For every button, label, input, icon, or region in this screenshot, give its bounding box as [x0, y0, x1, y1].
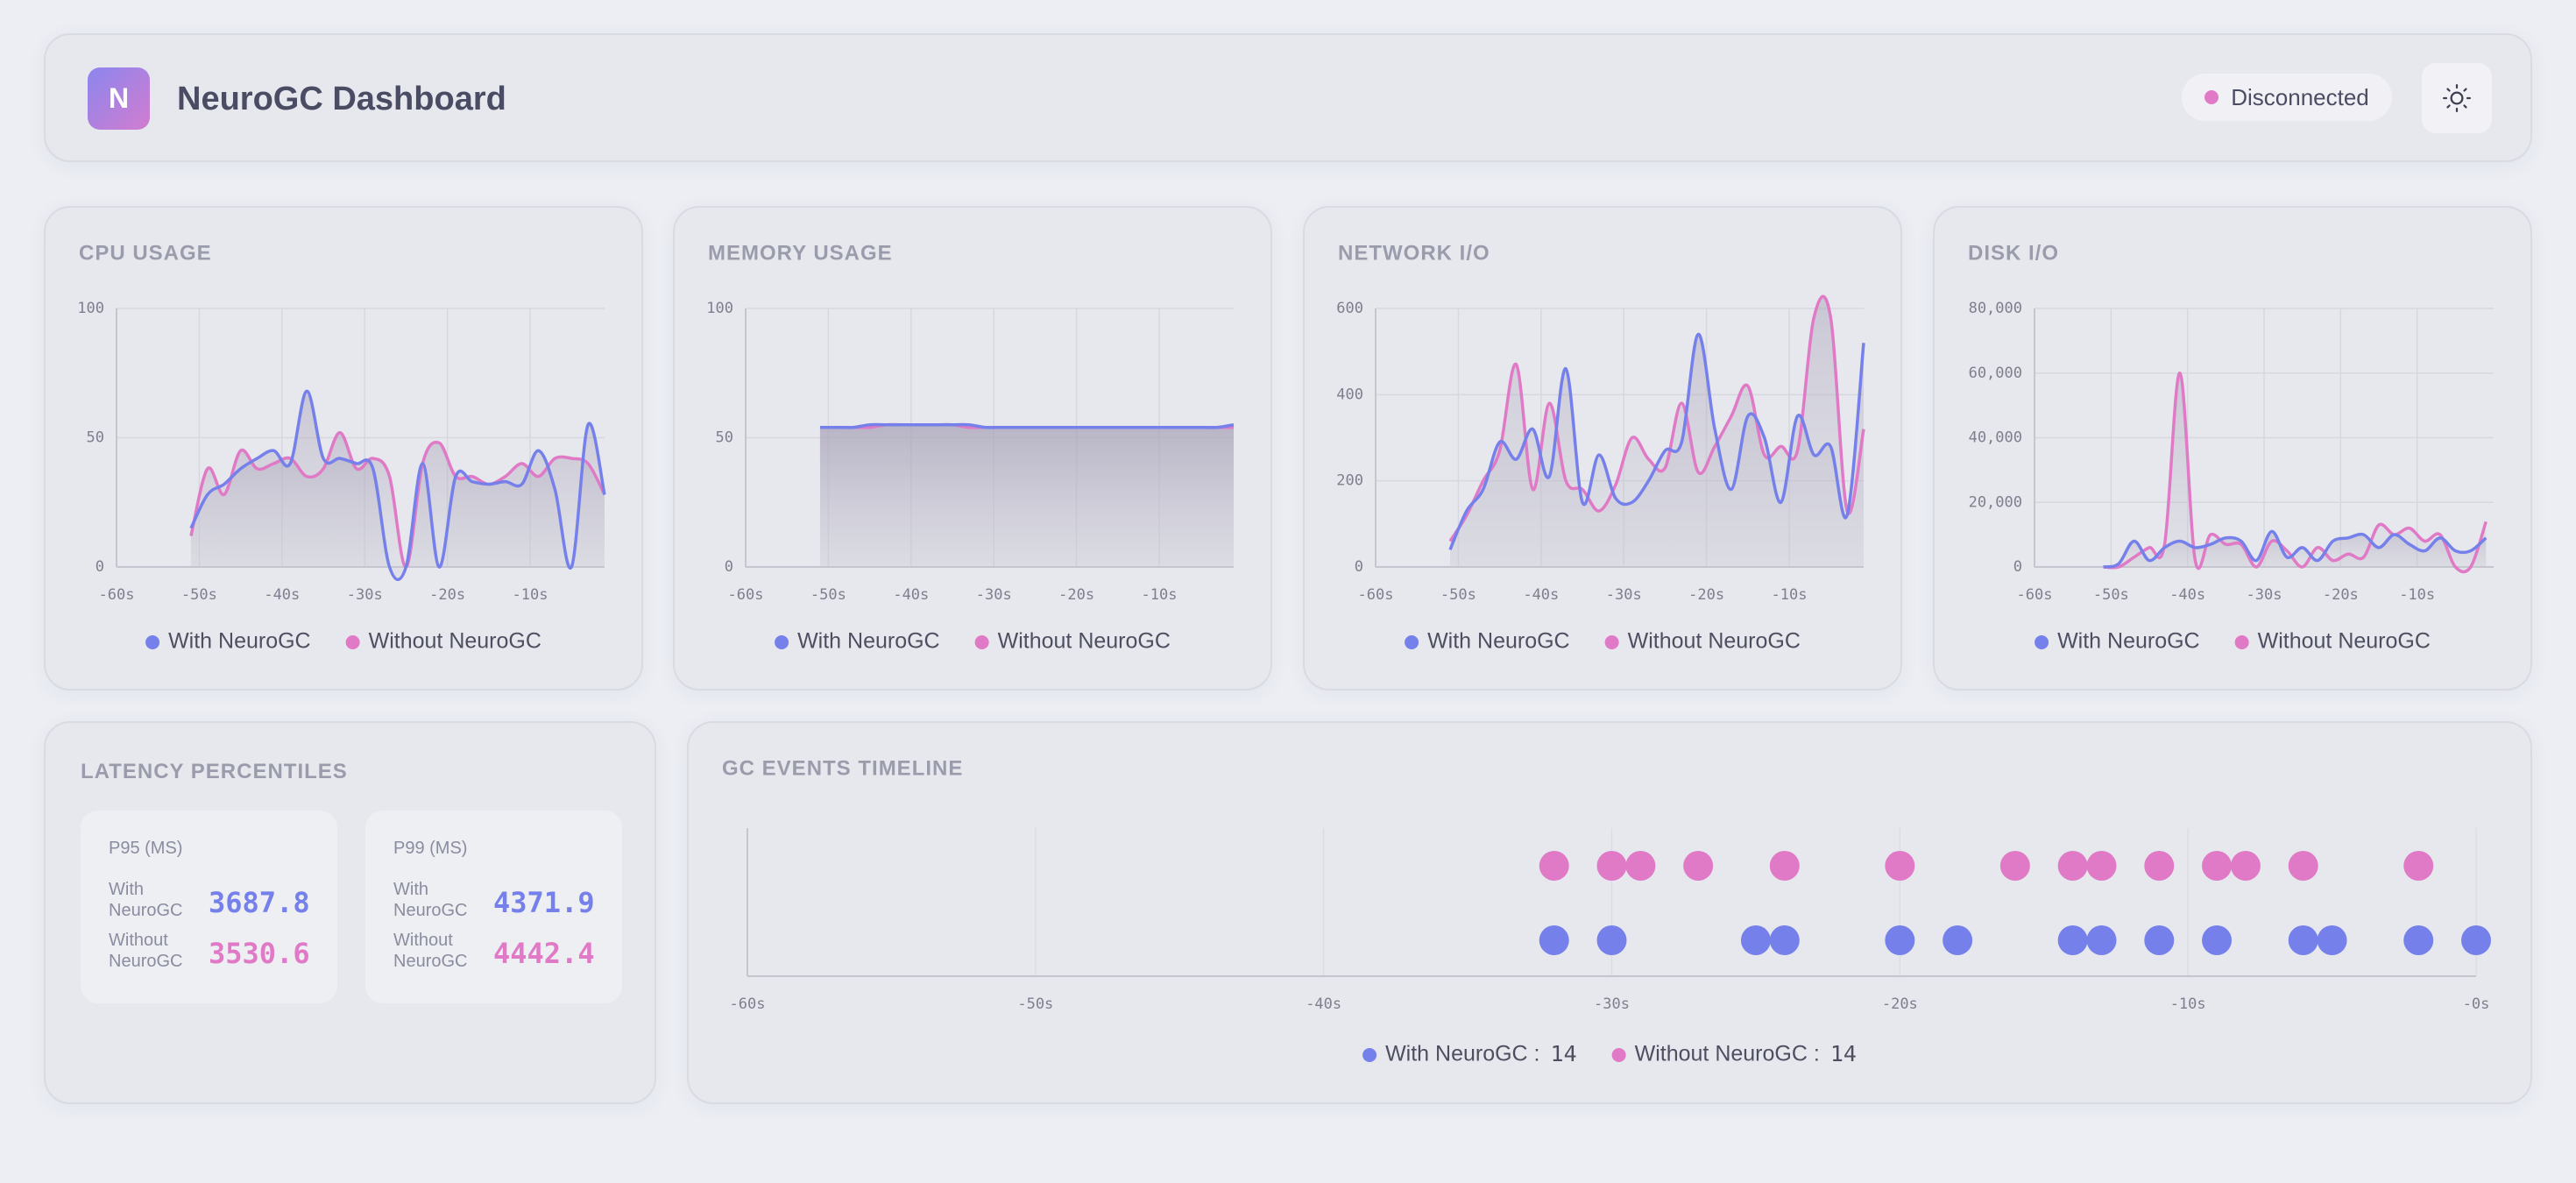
latency-label: With NeuroGC	[109, 880, 183, 920]
latency-value: 4371.9	[493, 886, 595, 919]
header: N NeuroGC Dashboard Disconnected	[44, 33, 2532, 162]
latency-row: With NeuroGC 3687.8	[109, 879, 328, 924]
latency-box-title: P99 (MS)	[393, 839, 468, 858]
latency-row: Without NeuroGC 4442.4	[393, 930, 612, 975]
latency-value: 4442.4	[493, 937, 595, 970]
app-title: NeuroGC Dashboard	[177, 81, 506, 117]
theme-toggle[interactable]	[2422, 63, 2492, 133]
latency-box: P95 (MS) With NeuroGC 3687.8 Without NeuroG…	[81, 811, 337, 1003]
latency-value: 3530.6	[209, 937, 310, 970]
latency-row: With NeuroGC 4371.9	[393, 879, 612, 924]
timeline-card	[687, 721, 2532, 1104]
latency-title: LATENCY PERCENTILES	[81, 760, 348, 783]
memory-card	[673, 206, 1272, 691]
disk-card	[1933, 206, 2532, 691]
latency-card: LATENCY PERCENTILES P95 (MS) With NeuroGC…	[44, 721, 656, 1104]
sun-icon	[2442, 83, 2472, 113]
status-text: Disconnected	[2231, 83, 2369, 110]
logo: N	[88, 67, 150, 130]
status: Disconnected	[2182, 74, 2392, 121]
cpu-card	[44, 206, 643, 691]
network-card	[1303, 206, 1902, 691]
latency-box: P99 (MS) With NeuroGC 4371.9 Without NeuroG…	[365, 811, 622, 1003]
latency-row: Without NeuroGC 3530.6	[109, 930, 328, 975]
latency-label: Without NeuroGC	[109, 931, 183, 971]
latency-value: 3687.8	[209, 886, 310, 919]
latency-label: With NeuroGC	[393, 880, 468, 920]
latency-box-title: P95 (MS)	[109, 839, 183, 858]
status-dot	[2204, 90, 2219, 104]
latency-label: Without NeuroGC	[393, 931, 468, 971]
